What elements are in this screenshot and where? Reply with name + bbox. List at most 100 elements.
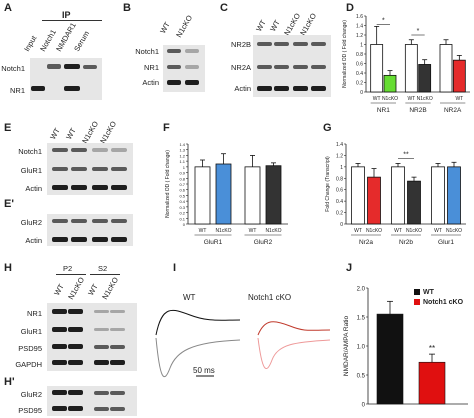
group-label-s2: S2 (98, 264, 108, 273)
ip-header: IP (62, 10, 71, 20)
lane-label: Input (22, 34, 39, 53)
western-blot-b (163, 45, 205, 92)
x-tick-label: WT (407, 96, 415, 102)
y-tick-label: 1.4 (179, 142, 185, 147)
western-blot-h (47, 303, 137, 371)
bar (244, 166, 261, 225)
x-tick-label: N1cKO (366, 228, 382, 234)
lane-label: WT (48, 126, 62, 141)
row-label: GluR1 (20, 166, 42, 175)
row-label: Actin (25, 184, 42, 193)
western-blot-c (253, 35, 331, 97)
bar (265, 165, 282, 225)
y-tick-label: 0 (362, 403, 366, 409)
x-tick-label: WT (394, 228, 402, 234)
y-tick-label: 0.7 (179, 182, 185, 187)
group-label: Nr2b (399, 239, 413, 246)
y-tick-label: 1.4 (336, 142, 343, 148)
y-tick-label: 0 (183, 222, 186, 227)
y-tick-label: 0.4 (336, 199, 343, 205)
bar (447, 166, 461, 225)
row-label: NR1 (9, 86, 25, 95)
lane-label: WT (254, 18, 268, 33)
chart-f: 00.10.20.30.40.50.60.70.80.911.11.21.31.… (165, 142, 288, 246)
lane-label: WT (52, 282, 66, 297)
y-tick-label: 0.4 (179, 199, 185, 204)
group-label: GluR2 (254, 239, 273, 246)
panel-label-a: A (4, 2, 12, 14)
y-tick-label: 0.6 (336, 188, 343, 194)
panel-label-d: D (346, 2, 354, 14)
bar (215, 163, 232, 225)
lane-label: WT (86, 282, 100, 297)
bar (194, 166, 211, 225)
group-label: NR1 (377, 107, 390, 114)
western-blot-h-prime (47, 386, 137, 416)
trace-label-cko: Notch1 cKO (248, 293, 292, 302)
y-tick-label: 0.8 (179, 176, 185, 181)
y-tick-label: 0.6 (356, 62, 363, 68)
bar (452, 59, 466, 93)
y-tick-label: 0.8 (356, 52, 363, 58)
lane-label: WT (158, 20, 172, 35)
lane-label: N1cKO (100, 275, 121, 301)
row-label: GluR1 (20, 327, 42, 336)
x-tick-label: N1cKO (382, 96, 398, 102)
y-tick-label: 0.9 (179, 171, 185, 176)
y-tick-label: 0.6 (179, 188, 185, 193)
row-label: Actin (142, 78, 159, 87)
bar (370, 44, 384, 93)
y-tick-label: 0.1 (179, 216, 185, 221)
western-blot-a (30, 58, 102, 100)
y-tick-label: 0.5 (179, 193, 185, 198)
lane-label: Serum (72, 29, 92, 53)
x-tick-label: N1cKO (265, 228, 281, 234)
x-tick-label: WT (249, 228, 257, 234)
row-label: NR1 (26, 309, 42, 318)
row-label: Notch1 (18, 147, 42, 156)
y-tick-label: 0.5 (357, 374, 366, 380)
y-tick-label: 0 (360, 90, 363, 96)
row-label: GAPDH (15, 360, 42, 369)
panel-label-h-prime: H' (4, 376, 15, 388)
legend-label: Notch1 cKO (423, 299, 464, 306)
group-label: Glur1 (438, 239, 454, 246)
group-label: Nr2a (359, 239, 373, 246)
row-label: PSD95 (18, 406, 42, 415)
significance-marker: ** (403, 151, 409, 158)
x-tick-label: WT (455, 96, 463, 102)
panel-label-h: H (4, 262, 12, 274)
y-tick-label: 0.8 (336, 176, 343, 182)
significance-marker: ** (429, 344, 435, 353)
bar (367, 176, 381, 225)
western-blot-e (47, 143, 133, 195)
bar (418, 361, 446, 405)
bar (404, 44, 418, 93)
x-tick-label: N1cKO (446, 228, 462, 234)
x-tick-label: WT (373, 96, 381, 102)
chart-d: 0 0.2 0.4 0.6 0.8 1 1.2 1.4 1.6 Normalized OD ( F… (342, 14, 470, 114)
row-label: Notch1 (135, 47, 159, 56)
group-bracket-s2 (90, 274, 120, 275)
y-tick-label: 1.2 (179, 153, 185, 158)
panel-label-i: I (173, 262, 177, 274)
group-label-p2: P2 (63, 264, 73, 273)
row-label: NR1 (143, 63, 159, 72)
y-tick-label: 1.6 (356, 14, 363, 20)
y-tick-label: 0.2 (356, 81, 363, 87)
y-tick-label: 1.2 (336, 153, 343, 159)
bar (418, 64, 432, 93)
chart-j: 0 0.5 1.0 1.5 2.0 NMDAR/AMPA Ratio ** WT Notch1 … (343, 287, 468, 409)
western-blot-e-prime (47, 214, 133, 246)
y-tick-label: 0.2 (336, 211, 343, 217)
panel-label-b: B (123, 2, 131, 14)
x-tick-label: N1cKO (406, 228, 422, 234)
lane-label: N1cKO (174, 13, 195, 39)
bar (383, 74, 397, 93)
panel-label-j: J (346, 262, 353, 274)
panel-label-e: E (4, 122, 12, 134)
row-label: PSD95 (18, 344, 42, 353)
y-tick-label: 1.0 (357, 345, 366, 351)
legend-swatch (414, 299, 420, 305)
bar (439, 44, 453, 93)
